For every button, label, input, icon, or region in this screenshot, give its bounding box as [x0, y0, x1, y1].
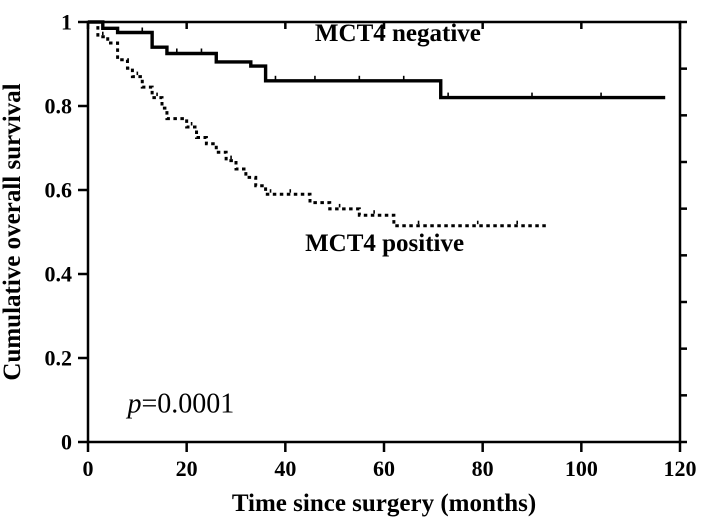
x-tick-label: 100	[565, 456, 598, 481]
x-tick-label: 60	[373, 456, 395, 481]
x-tick-label: 40	[274, 456, 296, 481]
x-tick-label: 0	[83, 456, 94, 481]
mct4-negative-label: MCT4 negative	[315, 20, 481, 47]
x-tick-label: 20	[176, 456, 198, 481]
chart-svg: 0 20 40 60 80 100 120 0 0.2 0.4 0.6 0.8 1 MCT4 negati…	[0, 0, 708, 519]
y-tick-label: 0.6	[45, 178, 73, 203]
survival-chart: 0 20 40 60 80 100 120 0 0.2 0.4 0.6 0.8 1 MCT4 negati…	[0, 0, 708, 519]
y-tick-label: 0	[61, 430, 72, 455]
y-axis-label: Cumulative overall survival	[0, 83, 26, 380]
p-value: p=0.0001	[125, 389, 234, 420]
y-tick-label: 0.8	[45, 94, 73, 119]
mct4-positive-label: MCT4 positive	[305, 230, 464, 257]
x-tick-label: 80	[472, 456, 494, 481]
x-axis-label: Time since surgery (months)	[232, 490, 536, 517]
y-tick-label: 0.4	[45, 262, 73, 287]
y-tick-label: 1	[61, 10, 72, 35]
x-tick-label: 120	[664, 456, 697, 481]
y-tick-label: 0.2	[45, 346, 73, 371]
